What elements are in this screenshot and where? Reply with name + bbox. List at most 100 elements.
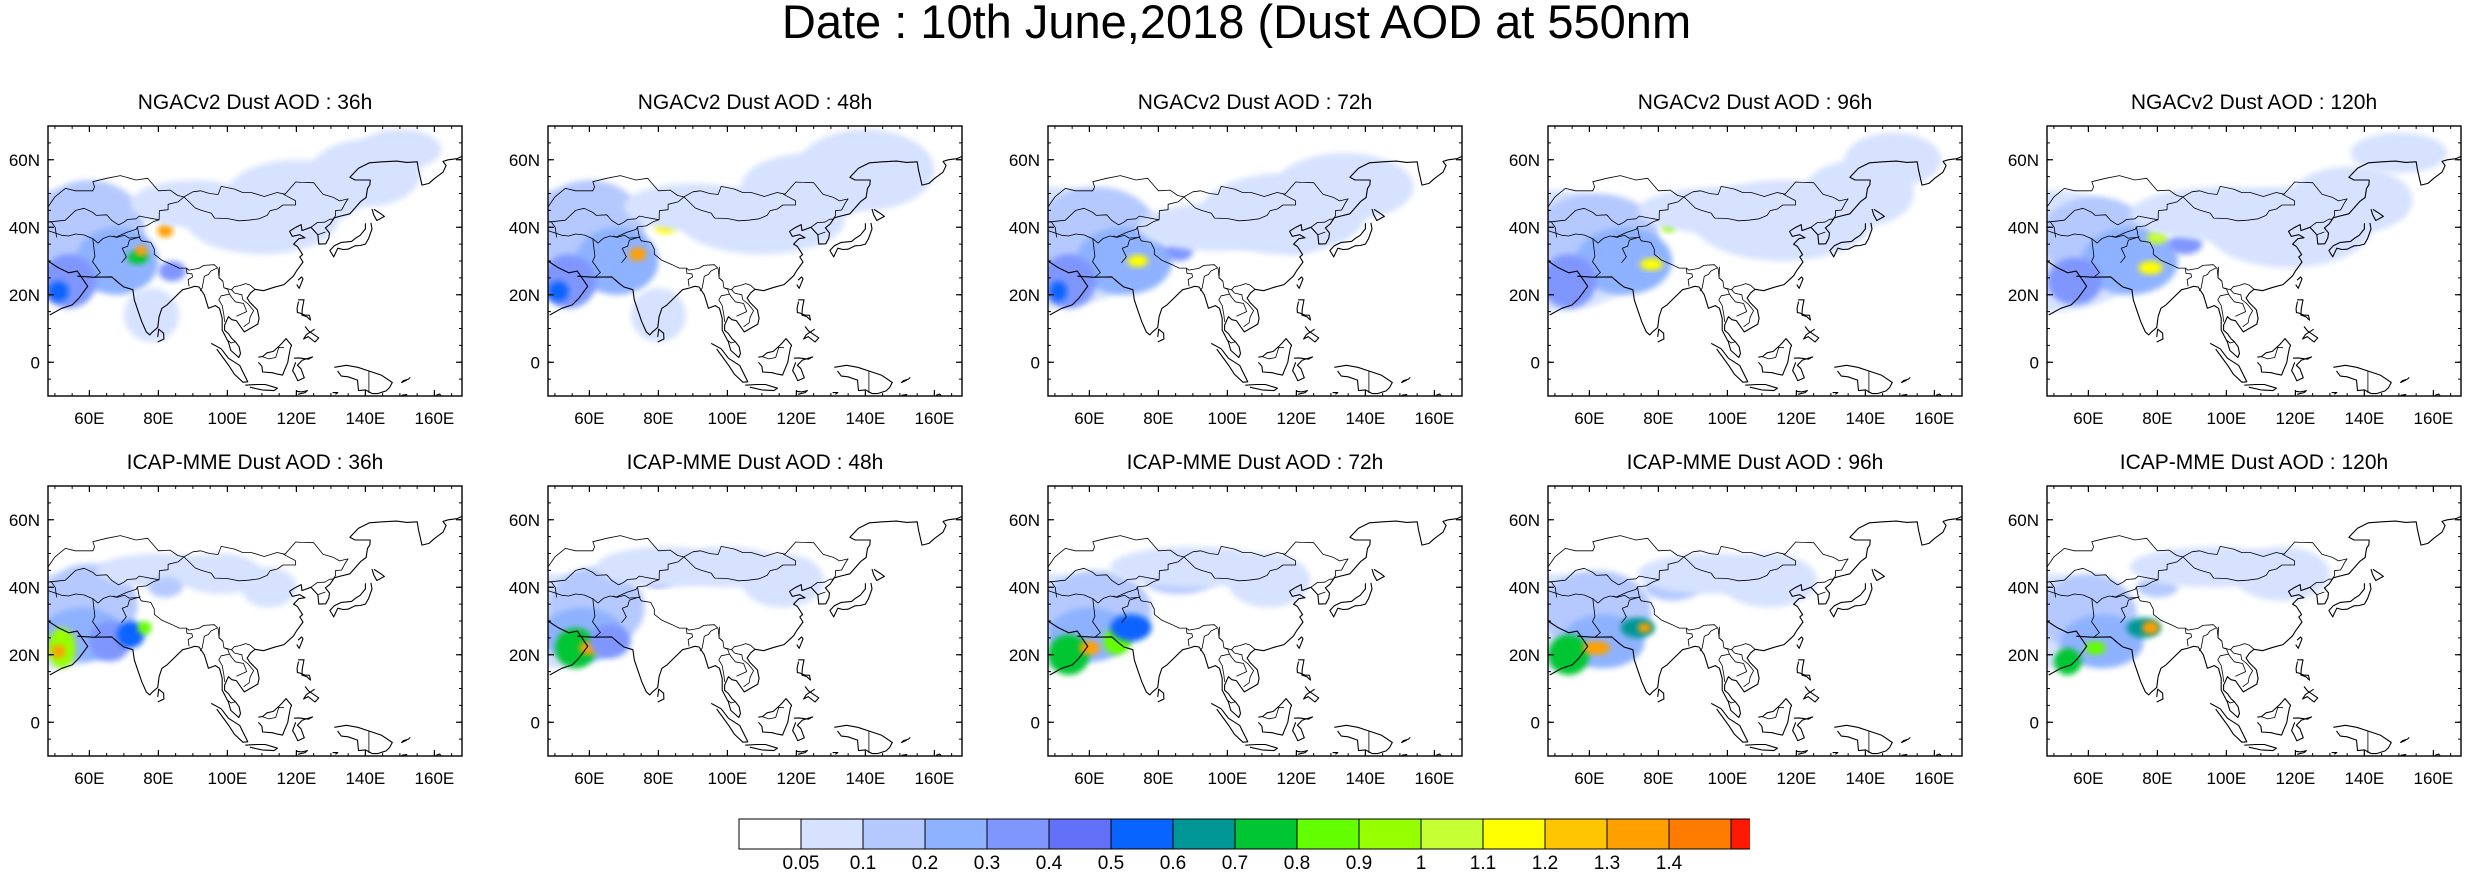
- lon-tick-label: 60E: [1574, 409, 1604, 428]
- map-frame: 0 20N 40N 60N 60E 80E 100E 120E 140E 160E: [9, 125, 463, 428]
- lat-tick-label: 20N: [509, 646, 540, 665]
- lon-tick-label: 80E: [143, 409, 173, 428]
- lon-tick-label: 160E: [1915, 769, 1955, 788]
- lon-tick-label: 80E: [1643, 409, 1673, 428]
- lon-tick-label: 120E: [1277, 769, 1317, 788]
- dust-plume: [1844, 132, 1942, 187]
- panel-title: NGACv2 Dust AOD : 36h: [137, 91, 373, 114]
- colorbar-label: 1.2: [1532, 853, 1558, 874]
- lon-tick-label: 140E: [2345, 769, 2385, 788]
- dust-field: [548, 129, 935, 342]
- lat-tick-label: 0: [531, 353, 540, 372]
- lon-tick-label: 140E: [1346, 769, 1386, 788]
- lat-tick-label: 60N: [1509, 511, 1540, 530]
- panel-ngac-96h: NGACv2 Dust AOD : 96h 0 20N 40N 60N 60E 80E 10…: [1500, 90, 1980, 490]
- lon-tick-label: 80E: [1143, 769, 1173, 788]
- lat-tick-label: 20N: [1009, 286, 1040, 305]
- colorbar-label: 1.3: [1594, 853, 1620, 874]
- lat-tick-label: 0: [31, 353, 40, 372]
- map-frame: 0 20N 40N 60N 60E 80E 100E 120E 140E 160E: [1009, 485, 1463, 788]
- colorbar-swatch: [1172, 818, 1236, 850]
- panel-title: ICAP-MME Dust AOD : 96h: [1626, 451, 1884, 474]
- colorbar-swatch: [986, 818, 1050, 850]
- panel-title: NGACv2 Dust AOD : 72h: [1137, 91, 1373, 114]
- lon-tick-label: 160E: [915, 769, 955, 788]
- dust-plume: [241, 567, 297, 608]
- lat-tick-label: 0: [1031, 353, 1040, 372]
- colorbar-swatch: [1420, 818, 1484, 850]
- figure-title: Date : 10th June,2018 (Dust AOD at 550nm: [781, 0, 1692, 48]
- dust-plume: [1720, 553, 1818, 608]
- coastlines: [2046, 515, 2462, 757]
- panel-ngac-48h: NGACv2 Dust AOD : 48h 0 20N 40N 60N 60E 80E 10…: [500, 90, 980, 490]
- colorbar-label: 1: [1416, 853, 1427, 874]
- map-frame: 0 20N 40N 60N 60E 80E 100E 120E 140E 160E: [2008, 485, 2462, 788]
- panel-title: NGACv2 Dust AOD : 48h: [637, 91, 873, 114]
- dust-plume: [1548, 254, 1597, 309]
- lon-tick-label: 60E: [74, 409, 104, 428]
- lat-tick-label: 40N: [1509, 218, 1540, 237]
- coastlines: [2046, 155, 2462, 397]
- panel-ngac-120h: NGACv2 Dust AOD : 120h 0 20N 40N 60N 60E 80E 1…: [1999, 90, 2473, 490]
- colorbar-label: 0.5: [1098, 853, 1124, 874]
- lon-tick-label: 80E: [1643, 769, 1673, 788]
- lat-tick-label: 0: [1531, 713, 1540, 732]
- colorbar-swatch: [1482, 818, 1546, 850]
- lon-tick-label: 120E: [277, 769, 317, 788]
- dust-plume: [548, 281, 569, 302]
- dust-plume: [137, 621, 152, 635]
- dust-field: [1048, 546, 1311, 675]
- dust-field: [548, 546, 824, 669]
- coastlines: [1547, 155, 1963, 397]
- map-frame: 0 20N 40N 60N 60E 80E 100E 120E 140E 160E: [9, 485, 463, 788]
- panel-title: ICAP-MME Dust AOD : 48h: [626, 451, 884, 474]
- dust-plume: [2350, 132, 2448, 174]
- lat-tick-label: 60N: [2008, 151, 2039, 170]
- map-frame: 0 20N 40N 60N 60E 80E 100E 120E 140E 160E: [1509, 485, 1963, 788]
- dust-plume: [1582, 641, 1611, 655]
- lon-tick-label: 160E: [1915, 409, 1955, 428]
- lon-tick-label: 80E: [2142, 409, 2172, 428]
- colorbar-label: 0.6: [1160, 853, 1186, 874]
- colorbar-swatch: [1110, 818, 1174, 850]
- lon-tick-label: 100E: [708, 769, 748, 788]
- dust-plume: [1048, 634, 1090, 675]
- lon-tick-label: 60E: [1074, 769, 1104, 788]
- dust-plume: [358, 129, 442, 170]
- dust-plume: [1275, 153, 1414, 221]
- panel-title: NGACv2 Dust AOD : 120h: [2130, 91, 2378, 114]
- lon-tick-label: 60E: [574, 769, 604, 788]
- lat-tick-label: 40N: [1009, 218, 1040, 237]
- dust-plume: [158, 261, 186, 282]
- dust-field: [1548, 553, 1818, 675]
- lat-tick-label: 60N: [2008, 511, 2039, 530]
- dust-plume: [554, 627, 597, 669]
- map-frame: 0 20N 40N 60N 60E 80E 100E 120E 140E 160E: [1009, 125, 1463, 428]
- lon-tick-label: 120E: [1777, 409, 1817, 428]
- lon-tick-label: 160E: [2414, 769, 2454, 788]
- lon-tick-label: 60E: [1074, 409, 1104, 428]
- colorbar-swatch: [1358, 818, 1422, 850]
- lat-tick-label: 60N: [1009, 151, 1040, 170]
- coastlines: [547, 155, 963, 397]
- lon-tick-label: 140E: [1846, 409, 1886, 428]
- colorbar-label: 0.7: [1222, 853, 1248, 874]
- lat-tick-label: 0: [1031, 713, 1040, 732]
- colorbar-label: 1.4: [1656, 853, 1683, 874]
- lat-tick-label: 0: [2030, 713, 2039, 732]
- lon-tick-label: 80E: [143, 769, 173, 788]
- lat-tick-label: 40N: [9, 578, 40, 597]
- panel-title: ICAP-MME Dust AOD : 36h: [126, 451, 384, 474]
- coastlines: [1047, 155, 1463, 397]
- dust-plume: [1275, 220, 1318, 255]
- panel-icap-72h: ICAP-MME Dust AOD : 72h 0 20N 40N 60N 60E 80E…: [1000, 450, 1480, 850]
- dust-plume: [589, 624, 631, 659]
- lon-tick-label: 160E: [915, 409, 955, 428]
- lat-tick-label: 0: [2030, 353, 2039, 372]
- lat-tick-label: 20N: [9, 646, 40, 665]
- colorbar-swatch: [1048, 818, 1112, 850]
- coastlines: [1047, 515, 1463, 757]
- dust-plume: [2060, 614, 2144, 669]
- colorbar-label: 0.1: [850, 853, 876, 874]
- lon-tick-label: 160E: [1415, 409, 1455, 428]
